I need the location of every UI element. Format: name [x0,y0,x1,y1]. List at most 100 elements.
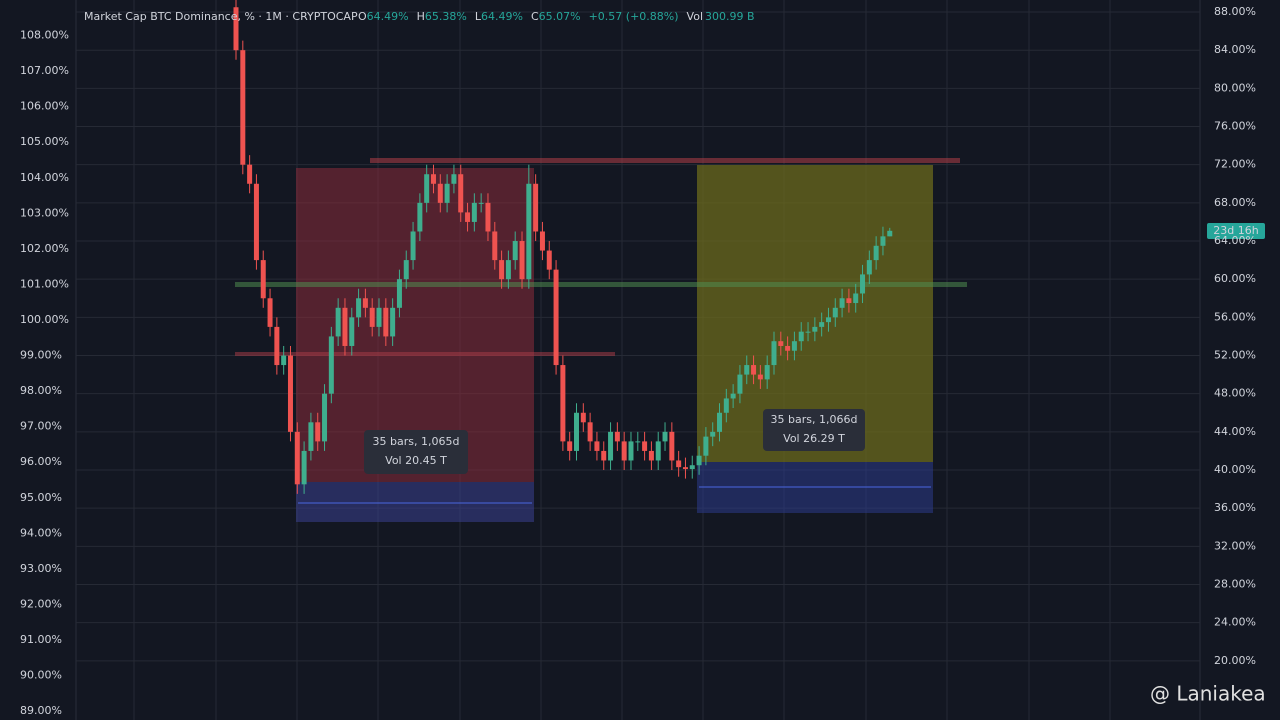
candle-body [594,441,600,451]
candle-body [335,307,341,337]
candle-body [764,365,770,380]
candle-body [628,441,634,461]
y2-tick-label: 32.00% [1214,539,1256,552]
level-line [235,282,967,287]
candle-body [880,236,886,246]
candle-body [281,355,287,366]
candle-body [539,231,545,251]
y2-tick-label: 72.00% [1214,158,1256,171]
y-tick-label: 94.00% [20,526,62,539]
candle-body [819,322,825,327]
ohlc-value: 64.49% [367,10,409,23]
candle-body [471,202,477,222]
candle-body [757,374,763,380]
candle-body [608,431,614,461]
candle-body [369,307,375,327]
candle-body [648,450,654,461]
candle-body [362,298,368,308]
y2-tick-label: 40.00% [1214,463,1256,476]
candle-body [465,212,471,222]
candle-body [887,230,893,237]
candle-body [682,467,688,470]
y-tick-label: 100.00% [20,313,69,326]
y2-tick-label: 48.00% [1214,387,1256,400]
y2-tick-label: 28.00% [1214,578,1256,591]
candle-body [322,393,328,442]
candle-body [730,393,736,399]
y-tick-label: 103.00% [20,206,69,219]
candles [233,0,893,494]
ohlc-label: O [358,10,367,23]
watermark: @ Laniakea [1150,682,1266,706]
ohlc-label: H [417,10,425,23]
candle-body [744,365,750,375]
ohlc-label: C [531,10,539,23]
price-tag [1207,223,1265,239]
candle-body [294,431,300,485]
candle-body [260,260,266,299]
candle-body [328,336,334,394]
ohlc-value: 65.38% [425,10,467,23]
y2-tick-label: 24.00% [1214,616,1256,629]
y2-tick-label: 36.00% [1214,501,1256,514]
candle-body [253,183,259,261]
y2-tick-label: 76.00% [1214,120,1256,133]
candle-body [444,183,450,203]
candle-body [478,202,484,204]
candle-body [247,164,253,184]
y2-tick-label: 84.00% [1214,43,1256,56]
candle-body [860,274,866,294]
candle-body [832,307,838,318]
y2-tick-label: 60.00% [1214,272,1256,285]
candle-body [546,250,552,270]
candle-body [791,341,797,351]
y-tick-label: 98.00% [20,384,62,397]
level-line [370,158,960,163]
ohlc-label: L [475,10,482,23]
candle-body [233,7,239,51]
candle-body [376,307,382,327]
candle-body [662,431,668,442]
tooltip [763,409,865,451]
ohlc-value: 65.07% [539,10,581,23]
range-box-blue [296,482,534,522]
candle-body [485,202,491,232]
price-tag-text: 23d 16h [1213,224,1258,237]
y2-tick-label: 20.00% [1214,654,1256,667]
candle-body [635,441,641,443]
candle-body [519,241,525,280]
candle-body [560,365,566,442]
y2-tick-label: 44.00% [1214,425,1256,438]
candle-body [424,174,430,203]
volume-value: 300.99 B [705,10,755,23]
candle-body [846,298,852,304]
change: +0.57 (+0.88%) [589,10,679,23]
candle-body [696,455,702,466]
candle-body [505,260,511,280]
chart-title: Market Cap BTC Dominance, % · 1M · CRYPT… [84,10,358,23]
y-tick-label: 108.00% [20,29,69,42]
candle-body [553,269,559,366]
y-tick-label: 97.00% [20,420,62,433]
candle-body [621,441,627,461]
candle-body [342,307,348,346]
candle-body [437,183,443,203]
level-line [235,352,615,356]
candle-body [267,298,273,327]
y-tick-label: 106.00% [20,100,69,113]
y2-tick-label: 56.00% [1214,310,1256,323]
candle-body [526,183,532,280]
y-tick-label: 89.00% [20,704,62,717]
candle-body [430,174,436,184]
candle-body [676,460,682,468]
candle-body [669,431,675,461]
candle-body [614,431,620,442]
candle-body [778,341,784,346]
y-tick-label: 96.00% [20,455,62,468]
candle-body [866,260,872,275]
y-tick-label: 93.00% [20,562,62,575]
candle-body [873,245,879,261]
candle-body [315,422,321,442]
